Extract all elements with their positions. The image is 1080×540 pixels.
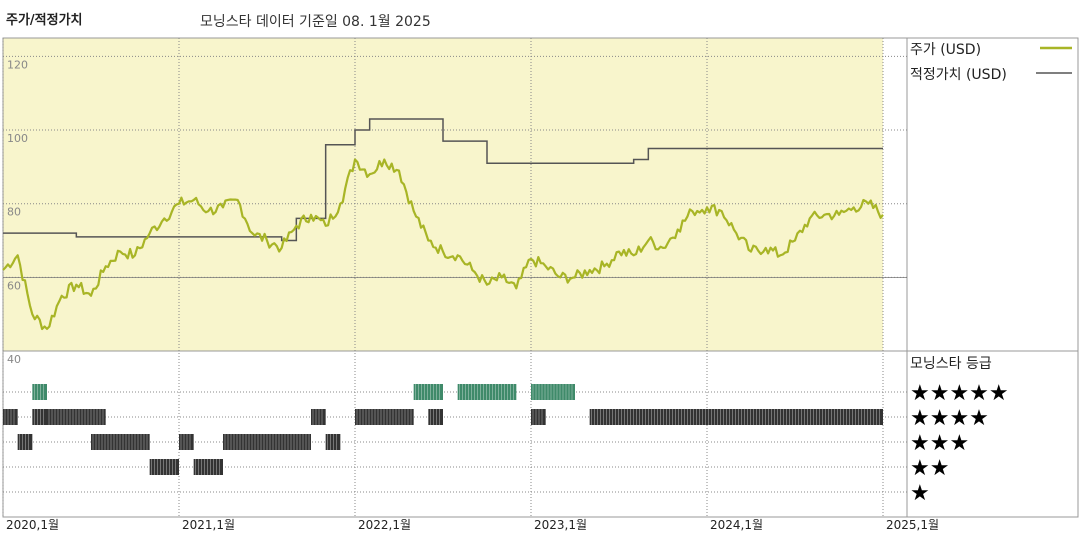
legend: 주가 (USD) 적정가치 (USD) 모닝스타 등급 (910, 42, 1072, 372)
fair-value-series (3, 118, 883, 242)
x-tick-label: 2020,1월 (6, 518, 59, 532)
rating-level-labels: ★★★★★★★★★★★★★★★ (910, 381, 1009, 506)
rating-segment-4-star (589, 409, 883, 425)
legend-price-label: 주가 (USD) (910, 42, 981, 58)
rating-segment-3-star (91, 434, 150, 450)
rating-segment-2-star (193, 459, 223, 475)
rating-level-5-star: ★★★★★ (910, 381, 1009, 406)
rating-segment-3-star (325, 434, 341, 450)
rating-legend-title: 모닝스타 등급 (910, 356, 992, 372)
rating-level-1-star: ★ (910, 481, 930, 506)
rating-level-3-star: ★★★ (910, 431, 969, 456)
rating-segment-3-star (17, 434, 33, 450)
x-tick-label: 2025,1월 (886, 518, 939, 532)
rating-segment-5-star (457, 384, 517, 400)
y-tick-labels: 120 100 80 60 40 (7, 58, 28, 366)
x-tick-labels: 2020,1월 2021,1월 2022,1월 2023,1월 2024,1월 2025,… (6, 518, 939, 532)
rating-segment-3-star (223, 434, 311, 450)
rating-segment-5-star (531, 384, 575, 400)
rating-segment-5-star (32, 384, 47, 400)
rating-segment-4-star (531, 409, 546, 425)
rating-segment-2-star (149, 459, 179, 475)
price-series (2, 158, 884, 331)
rating-level-2-star: ★★ (910, 456, 949, 481)
y-tick-label: 40 (7, 353, 21, 366)
rating-segment-4-star (311, 409, 326, 425)
y-tick-label: 120 (7, 58, 28, 71)
rating-segment-4-star (355, 409, 414, 425)
legend-fair-label: 적정가치 (USD) (910, 67, 1007, 83)
rating-segment-4-star (32, 409, 47, 425)
rating-segment-4-star (428, 409, 443, 425)
y-tick-label: 100 (7, 132, 28, 145)
y-tick-label: 60 (7, 279, 21, 292)
rating-segment-5-star (413, 384, 443, 400)
price-line (2, 158, 884, 331)
rating-timeline (3, 384, 883, 475)
fair-value-line (3, 118, 883, 242)
rating-segment-4-star (47, 409, 106, 425)
rating-level-4-star: ★★★★ (910, 406, 989, 431)
price-plot-area (3, 38, 883, 351)
plot-background (2, 37, 1079, 518)
x-tick-label: 2024,1월 (710, 518, 763, 532)
y-tick-label: 80 (7, 206, 21, 219)
chart-title: 주가/적정가치 (6, 13, 83, 28)
data-date-subtitle: 모닝스타 데이터 기준일 08. 1월 2025 (200, 14, 431, 30)
rating-segment-4-star (3, 409, 18, 425)
rating-segment-3-star (179, 434, 194, 450)
x-tick-label: 2023,1월 (534, 518, 587, 532)
x-tick-label: 2021,1월 (182, 518, 235, 532)
x-tick-label: 2022,1월 (358, 518, 411, 532)
